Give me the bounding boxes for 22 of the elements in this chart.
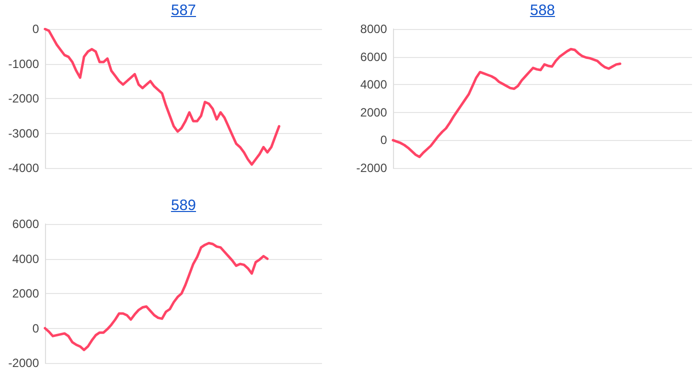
y-tick-label: 0 (32, 321, 40, 336)
line-series (44, 242, 269, 352)
y-tick-label: -2000 (356, 161, 388, 175)
y-tick-label: 2000 (12, 286, 40, 300)
y-tick-label: 0 (32, 22, 40, 36)
line-series (392, 48, 622, 158)
y-tick-label: 8000 (360, 22, 388, 36)
chart-title: 589 (170, 197, 196, 214)
y-tick-label: 4000 (12, 252, 40, 266)
chart-title: 587 (170, 2, 196, 19)
y-tick-label: -2000 (8, 356, 40, 370)
y-tick-label: 4000 (360, 78, 388, 92)
y-tick-label: 6000 (360, 50, 388, 64)
y-tick-label: -2000 (8, 92, 40, 106)
y-tick-label: -3000 (8, 126, 40, 140)
y-tick-label: 2000 (360, 105, 388, 120)
y-tick-label: -4000 (8, 161, 40, 175)
chart-title: 588 (530, 2, 556, 19)
line-series (44, 28, 280, 166)
y-tick-label: -1000 (8, 56, 40, 71)
y-tick-label: 6000 (12, 217, 40, 231)
y-tick-label: 0 (380, 133, 388, 148)
